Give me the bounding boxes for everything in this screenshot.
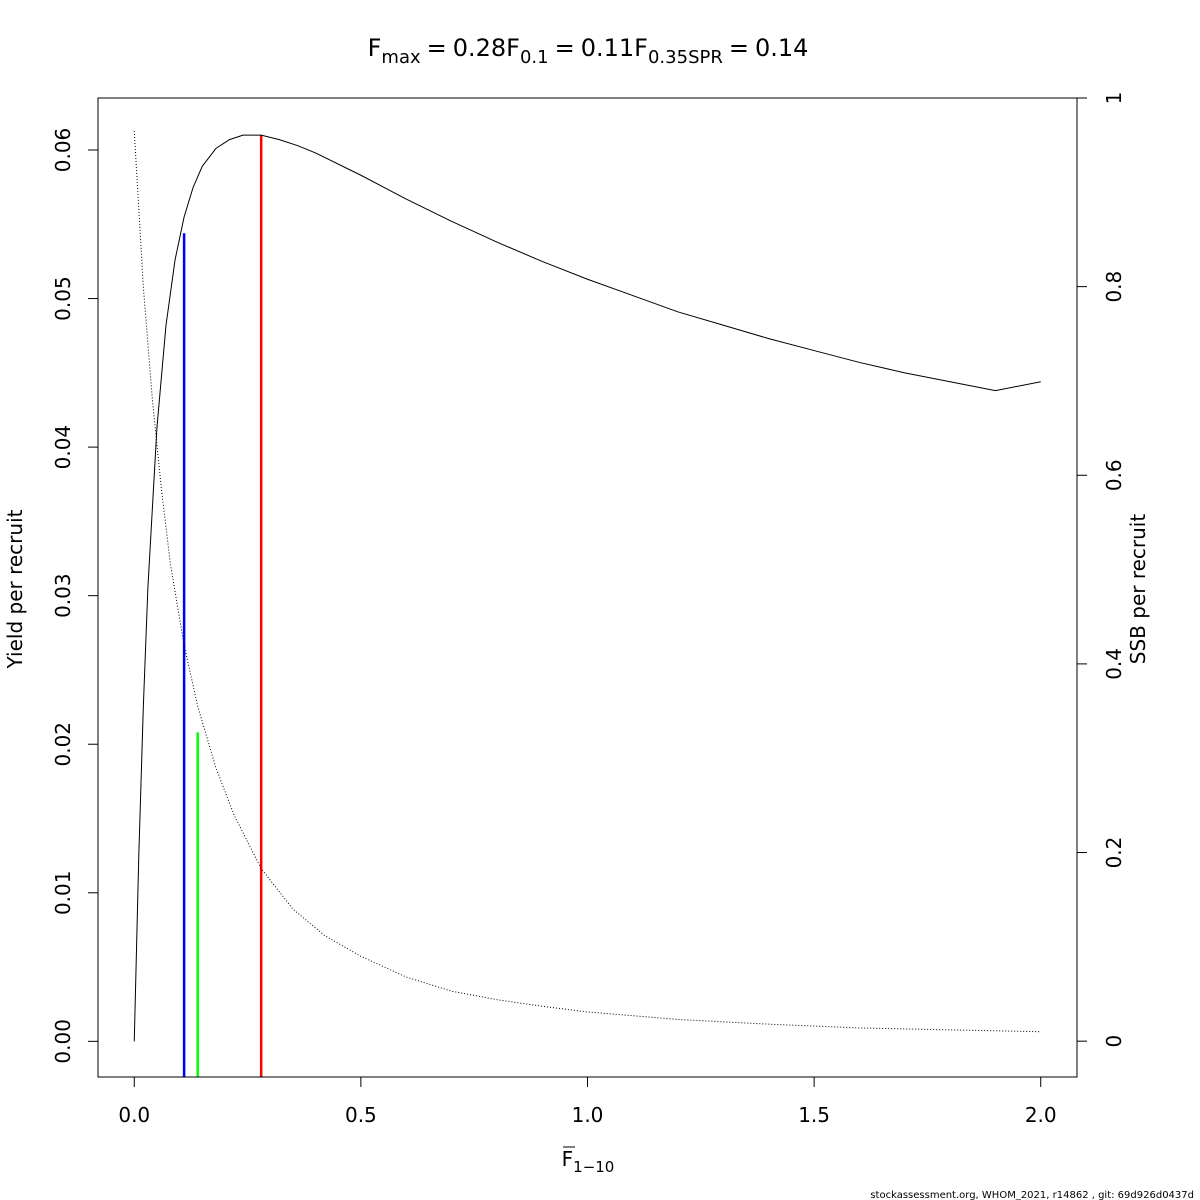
chart-title: Fmax = 0.28F0.1 = 0.11F0.35SPR = 0.14 xyxy=(368,34,809,68)
title-equals: = xyxy=(555,34,575,62)
title-text: Fmax = 0.28F0.1 = 0.11F0.35SPR = 0.14 xyxy=(368,34,809,68)
title-subscript: 0.35SPR xyxy=(648,47,723,68)
plot-frame xyxy=(97,97,1078,1078)
title-symbol: F xyxy=(368,34,382,62)
x-tick-label: 1.5 xyxy=(798,1103,830,1127)
x-label-subscript: 1−10 xyxy=(573,1158,614,1176)
x-tick-label: 0.5 xyxy=(345,1103,377,1127)
series-group xyxy=(133,130,1041,1042)
reference-lines xyxy=(182,135,263,1077)
title-value: 0.28 xyxy=(453,34,506,62)
series-line xyxy=(133,134,1041,1042)
x-axis: 0.0 0.5 1.0 1.5 2.0 xyxy=(118,1076,1057,1127)
series-line xyxy=(133,130,1041,1033)
title-value: 0.14 xyxy=(755,34,808,62)
x-tick-label: 1.0 xyxy=(572,1103,604,1127)
y-left-tick-label: 0.00 xyxy=(51,1019,75,1064)
y-left-tick-label: 0.03 xyxy=(51,573,75,618)
y-right-tick-label: 0.6 xyxy=(1102,459,1126,491)
y-left-tick-label: 0.04 xyxy=(51,425,75,470)
x-tick-label: 0.0 xyxy=(118,1103,150,1127)
y-right-tick-label: 0.2 xyxy=(1102,837,1126,869)
y-right-axis: 0 0.2 0.4 0.6 0.8 1 xyxy=(1076,92,1126,1048)
y-right-tick-label: 0.8 xyxy=(1102,271,1126,303)
y-left-tick-label: 0.06 xyxy=(51,128,75,173)
y-left-axis-label: Yield per recruit xyxy=(3,509,27,669)
title-value: 0.11 xyxy=(581,34,634,62)
y-left-axis: 0.00 0.01 0.02 0.03 0.04 0.05 0.06 xyxy=(51,128,99,1064)
x-label-symbol: F xyxy=(562,1147,574,1171)
y-right-axis-label: SSB per recruit xyxy=(1126,514,1150,665)
y-left-tick-label: 0.01 xyxy=(51,871,75,916)
y-left-tick-label: 0.02 xyxy=(51,722,75,767)
title-equals: = xyxy=(427,34,447,62)
y-left-tick-label: 0.05 xyxy=(51,276,75,321)
y-right-tick-label: 0.4 xyxy=(1102,648,1126,680)
title-symbol: F xyxy=(634,34,648,62)
x-tick-label: 2.0 xyxy=(1025,1103,1057,1127)
x-label-text: F1−10 xyxy=(562,1147,615,1176)
footer-note: stockassessment.org, WHOM_2021, r14862 ,… xyxy=(870,1190,1194,1200)
title-subscript: 0.1 xyxy=(520,47,549,68)
x-axis-label: F1−10 xyxy=(562,1146,615,1176)
y-right-tick-label: 1 xyxy=(1102,92,1126,105)
y-right-tick-label: 0 xyxy=(1102,1035,1126,1048)
title-equals: = xyxy=(729,34,749,62)
title-subscript: max xyxy=(381,47,421,68)
title-symbol: F xyxy=(506,34,520,62)
